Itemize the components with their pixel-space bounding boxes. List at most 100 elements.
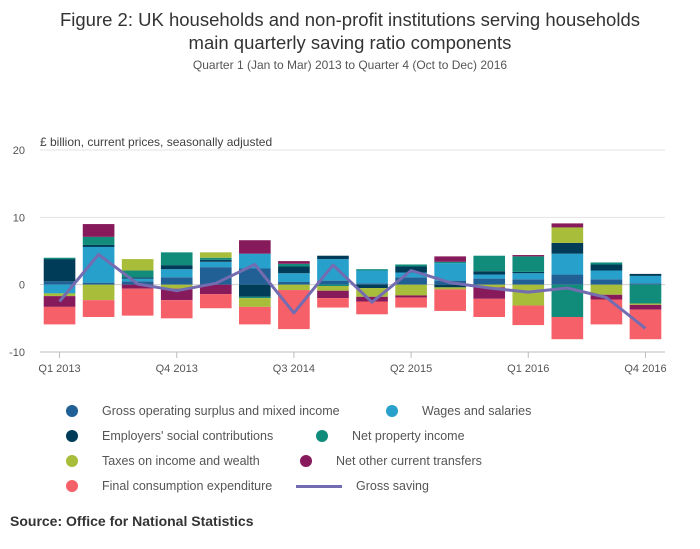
bar-segment — [434, 256, 466, 262]
bar-segment — [121, 270, 154, 278]
source-note: Source: Office for National Statistics — [10, 513, 254, 529]
bar-segment — [317, 284, 349, 287]
bar-segment — [512, 284, 545, 306]
bar-segment — [512, 271, 545, 274]
chart-title: Figure 2: UK households and non-profit i… — [0, 8, 700, 54]
legend-label: Wages and salaries — [422, 404, 532, 418]
legend-dot-icon — [300, 455, 312, 467]
gross-saving-line — [58, 252, 647, 330]
bar-segment — [160, 252, 193, 266]
bar-segment — [434, 263, 466, 281]
chart-legend: Gross operating surplus and mixed income… — [66, 404, 686, 504]
legend-label: Gross saving — [356, 479, 429, 493]
bar-segment — [121, 259, 154, 271]
bar-segment — [121, 278, 154, 282]
legend-item[interactable]: Net other current transfers — [300, 454, 482, 468]
bar-segment — [160, 277, 193, 285]
bar-segment — [473, 278, 506, 285]
x-tick-label: Q1 2013 — [38, 363, 80, 375]
bar-segment — [356, 284, 388, 289]
legend-item[interactable]: Employers' social contributions — [66, 429, 273, 443]
bar-segment — [551, 227, 584, 243]
bar-segment — [629, 275, 662, 284]
bar-segment — [629, 303, 662, 305]
x-tick-label: Q4 2016 — [624, 363, 666, 375]
bar-segment — [278, 290, 310, 330]
legend-label: Employers' social contributions — [102, 429, 274, 443]
bar-segment — [512, 255, 545, 257]
bar-segment — [82, 224, 115, 237]
bar-segment — [82, 300, 115, 317]
bar-segment — [43, 257, 76, 260]
bar-segment — [395, 264, 427, 267]
legend-dot-icon — [66, 455, 78, 467]
bar-segment — [199, 257, 232, 260]
bar-segment — [395, 284, 427, 296]
legend-item[interactable]: Gross operating surplus and mixed income — [66, 404, 340, 418]
bar-segment — [278, 266, 310, 274]
legend-label: Net property income — [352, 429, 465, 443]
bar-segment — [43, 293, 76, 297]
bar-segment — [278, 284, 310, 291]
legend-label: Net other current transfers — [336, 454, 482, 468]
bar-segment — [43, 259, 76, 282]
bar-segment — [317, 280, 349, 285]
bar-segment — [551, 274, 584, 285]
legend-item[interactable]: Net property income — [316, 429, 465, 443]
bar-segment — [551, 316, 584, 340]
legend-item[interactable]: Gross saving — [296, 479, 429, 493]
bar-segment — [317, 298, 349, 308]
bar-segment — [82, 284, 115, 301]
bar-segment — [239, 284, 271, 297]
bar-segment — [590, 284, 623, 295]
bar-segment — [43, 284, 76, 294]
chart-title-line-1: Figure 2: UK households and non-profit i… — [59, 9, 640, 30]
y-axis-label: £ billion, current prices, seasonally ad… — [40, 135, 272, 149]
bar-segment — [395, 272, 427, 278]
chart-subtitle: Quarter 1 (Jan to Mar) 2013 to Quarter 4… — [192, 58, 508, 72]
legend-dot-icon — [386, 405, 398, 417]
bar-segment — [317, 290, 349, 299]
bar-segment — [356, 296, 388, 302]
bar-segment — [160, 288, 193, 301]
bar-segment — [82, 246, 115, 283]
bar-segment — [512, 256, 545, 272]
bar-segment — [629, 284, 662, 304]
bar-segment — [199, 261, 232, 268]
y-tick-label: 10 — [13, 212, 25, 224]
bar-segment — [473, 287, 506, 299]
legend-dot-icon — [66, 405, 78, 417]
bar-segment — [199, 284, 232, 295]
bar-segment — [590, 262, 623, 265]
bar-segment — [43, 306, 76, 325]
y-tick-label: -10 — [9, 347, 25, 359]
bar-segment — [356, 288, 388, 297]
bar-segment — [590, 299, 623, 325]
bar-segment — [434, 261, 466, 264]
legend-item[interactable]: Wages and salaries — [386, 404, 531, 418]
bar-segment — [629, 309, 662, 340]
bar-segment — [473, 274, 506, 279]
bar-segment — [590, 264, 623, 271]
legend-label: Taxes on income and wealth — [102, 454, 260, 468]
legend-label: Gross operating surplus and mixed income — [102, 404, 340, 418]
chart-plot-area: -10 0 10 20 £ billion, current prices, seaso… — [9, 135, 666, 375]
legend-label: Final consumption expenditure — [102, 479, 273, 493]
bar-segment — [629, 283, 662, 285]
bar-segment — [629, 273, 662, 276]
bar-segment — [473, 298, 506, 317]
bar-segment — [356, 270, 388, 284]
bar-segment — [590, 270, 623, 280]
bar-segment — [356, 283, 388, 285]
bar-segment — [239, 253, 271, 269]
bar-segment — [317, 286, 349, 291]
bar-segment — [278, 261, 310, 264]
bar-segment — [512, 279, 545, 285]
legend-item[interactable]: Final consumption expenditure — [66, 479, 272, 493]
bar-segment — [434, 287, 466, 290]
bar-segment — [239, 296, 271, 299]
bar-segment — [629, 304, 662, 310]
bar-segment — [512, 273, 545, 280]
legend-item[interactable]: Taxes on income and wealth — [66, 454, 260, 468]
x-tick-label: Q2 2015 — [390, 363, 432, 375]
